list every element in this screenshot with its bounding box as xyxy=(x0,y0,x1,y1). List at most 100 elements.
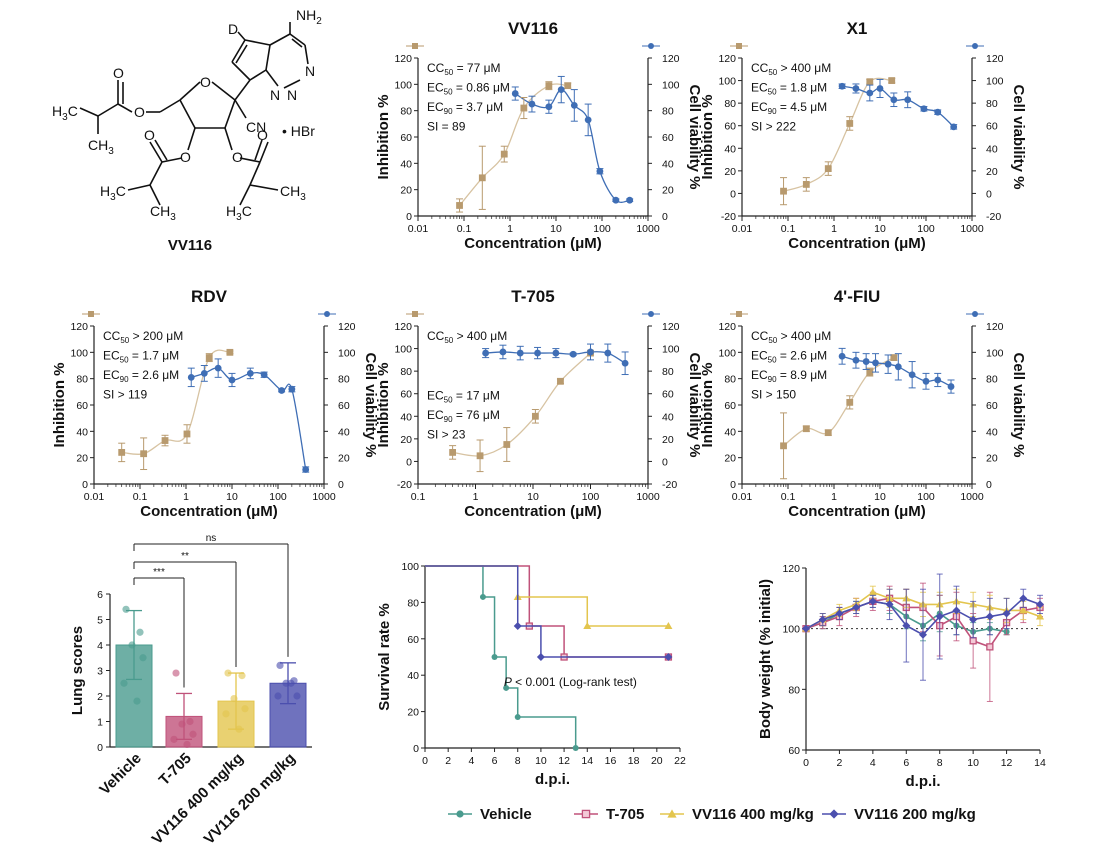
y-tick-label-left: 40 xyxy=(76,426,88,438)
y-tick-label: 5 xyxy=(97,615,103,627)
group-legend: Vehicle T-705 VV116 400 mg/kg VV116 200 mg/… xyxy=(448,806,976,823)
weight-point-t-705 xyxy=(986,643,994,651)
atom-h3c-c-c: C xyxy=(242,203,252,219)
y-tick-label-left: 40 xyxy=(724,143,736,155)
x-tick-label: 4 xyxy=(468,755,474,767)
weight-point-vv116-200-mg-kg xyxy=(1019,594,1028,603)
annotation-line: EC50 = 1.8 μM xyxy=(751,81,827,97)
x-tick-label: 8 xyxy=(515,755,521,767)
category-label-vehicle: Vehicle xyxy=(96,750,145,799)
inhibition-point xyxy=(456,202,463,209)
atom-o-carbonyl-c: O xyxy=(257,127,268,143)
viability-point xyxy=(621,359,629,367)
viability-point xyxy=(612,196,620,204)
y-axis-label-left: Inhibition % xyxy=(699,363,716,448)
x-tick-label: 1000 xyxy=(960,491,984,503)
dose-response-chart-rdv: RDV 0 0 20 20 40 40 60 60 80 80 100 100 120 120 0.01 0.1… xyxy=(51,287,379,520)
annotation-text: = 8.9 μM xyxy=(777,368,828,382)
y-tick-label-left: 100 xyxy=(70,347,88,359)
atom-o-ester-b: O xyxy=(180,149,191,165)
y-axis-label: Body weight (% initial) xyxy=(757,579,774,739)
inhibition-point xyxy=(802,425,810,433)
y-tick-label-left: 60 xyxy=(400,132,412,144)
inhibition-point xyxy=(226,348,234,356)
x-tick-label: 100 xyxy=(917,491,935,503)
data-point-vehicle xyxy=(128,641,136,649)
inhibition-fit-curve xyxy=(783,77,892,192)
y-tick-label-right: 120 xyxy=(662,53,680,65)
y-tick-label-left: -20 xyxy=(721,211,736,223)
x-tick-label: 1 xyxy=(183,491,189,503)
annotation-line: CC50 > 400 μM xyxy=(751,61,831,77)
chart-title: T-705 xyxy=(511,287,554,306)
annotation-text: EC xyxy=(427,389,444,403)
viability-point xyxy=(904,96,912,104)
x-tick-label: 1000 xyxy=(636,223,660,235)
y-tick-label-left: 100 xyxy=(718,76,736,88)
y-tick-label-left: 100 xyxy=(718,347,736,359)
viability-fit-curve xyxy=(841,355,952,388)
survival-point-vehicle xyxy=(503,684,510,691)
legend-inhibition-marker xyxy=(412,43,418,49)
x-tick-label: 10 xyxy=(874,223,886,235)
weight-point-vv116-200-mg-kg xyxy=(919,630,927,639)
annotation-subscript: 90 xyxy=(444,415,453,424)
svg-text:H3C: H3C xyxy=(52,103,78,123)
viability-point xyxy=(947,383,955,390)
data-point-vehicle xyxy=(136,628,144,636)
viability-point xyxy=(934,376,942,384)
data-point-t-705 xyxy=(189,730,197,738)
data-point-t-705 xyxy=(183,740,191,749)
annotation-text: EC xyxy=(103,349,120,363)
viability-point xyxy=(934,108,942,116)
x-tick-label: 10 xyxy=(874,491,886,503)
inhibition-point xyxy=(478,174,486,182)
annotation-line: SI > 150 xyxy=(751,388,796,402)
annotation-text: = 0.86 μM xyxy=(453,81,510,95)
x-tick-label: 100 xyxy=(582,491,600,503)
x-axis-label: Concentration (μM) xyxy=(464,503,602,520)
survival-point-vv116-200-mg-kg xyxy=(664,653,673,661)
annotation-text: > 400 μM xyxy=(777,61,831,75)
atom-h3c-b-sub: 3 xyxy=(110,192,116,203)
data-point-vv116-400-mg-kg xyxy=(230,694,238,703)
viability-point xyxy=(584,116,592,124)
y-tick-label-right: 20 xyxy=(986,453,998,465)
annotation-p: P xyxy=(504,675,512,689)
inhibition-fit-curve xyxy=(452,352,591,457)
x-tick-label: 0.01 xyxy=(408,223,429,235)
x-tick-label: 0.1 xyxy=(411,491,426,503)
annotation-text: = 77 μM xyxy=(453,61,500,75)
y-tick-label-right: 100 xyxy=(338,347,356,359)
viability-point xyxy=(552,349,560,357)
annotation-line: EC90 = 8.9 μM xyxy=(751,368,827,384)
annotation-text: CC xyxy=(427,329,445,343)
y-tick-label-right: 40 xyxy=(986,143,998,155)
y-axis-label-right: Cell viability % xyxy=(1010,84,1027,189)
atom-ch3-b-sub: 3 xyxy=(170,212,176,223)
y-tick-label-right: 100 xyxy=(662,79,680,91)
y-tick-label-right: 0 xyxy=(986,188,992,200)
y-tick-label: 120 xyxy=(782,563,800,575)
x-tick-label: 10 xyxy=(527,491,539,503)
svg-text:H3C: H3C xyxy=(100,183,126,203)
survival-annotation: P < 0.001 (Log-rank test) xyxy=(504,675,637,689)
y-axis-label: Lung scores xyxy=(69,626,86,715)
data-point-t-705 xyxy=(170,735,178,743)
data-point-vv116-200-mg-kg xyxy=(282,679,290,687)
x-tick-label: 1 xyxy=(831,223,837,235)
x-tick-label: 22 xyxy=(674,755,686,767)
weight-point-vv116-200-mg-kg xyxy=(985,612,994,621)
inhibition-point xyxy=(846,120,854,127)
y-tick-label-right: 20 xyxy=(662,434,674,446)
annotation-line: CC50 = 77 μM xyxy=(427,61,501,77)
annotation-line: EC50 = 2.6 μM xyxy=(751,349,827,365)
y-axis-label-left: Inhibition % xyxy=(375,363,392,448)
inhibition-point xyxy=(888,77,896,84)
weight-point-vv116-200-mg-kg xyxy=(935,612,944,621)
annotation-text: > 400 μM xyxy=(777,329,831,343)
data-point-t-705 xyxy=(178,720,186,728)
dose-response-chart-x1: X1 -20 -20 0 0 20 20 40 40 60 60 80 80 100 100 120 120 0.… xyxy=(699,19,1027,252)
y-axis-label-right: Cell viability % xyxy=(686,84,703,189)
